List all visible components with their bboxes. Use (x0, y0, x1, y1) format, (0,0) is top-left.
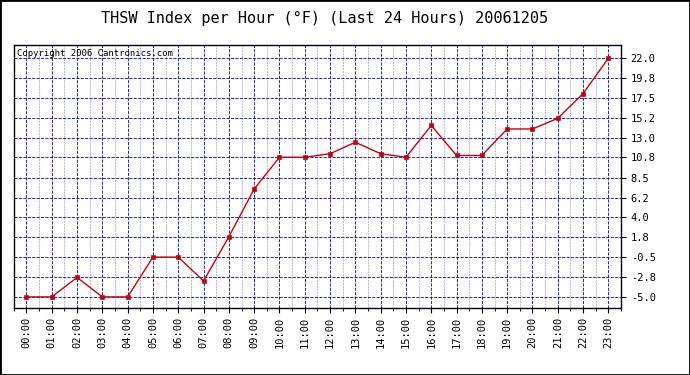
Text: THSW Index per Hour (°F) (Last 24 Hours) 20061205: THSW Index per Hour (°F) (Last 24 Hours)… (101, 11, 548, 26)
Text: Copyright 2006 Cantronics.com: Copyright 2006 Cantronics.com (17, 49, 172, 58)
